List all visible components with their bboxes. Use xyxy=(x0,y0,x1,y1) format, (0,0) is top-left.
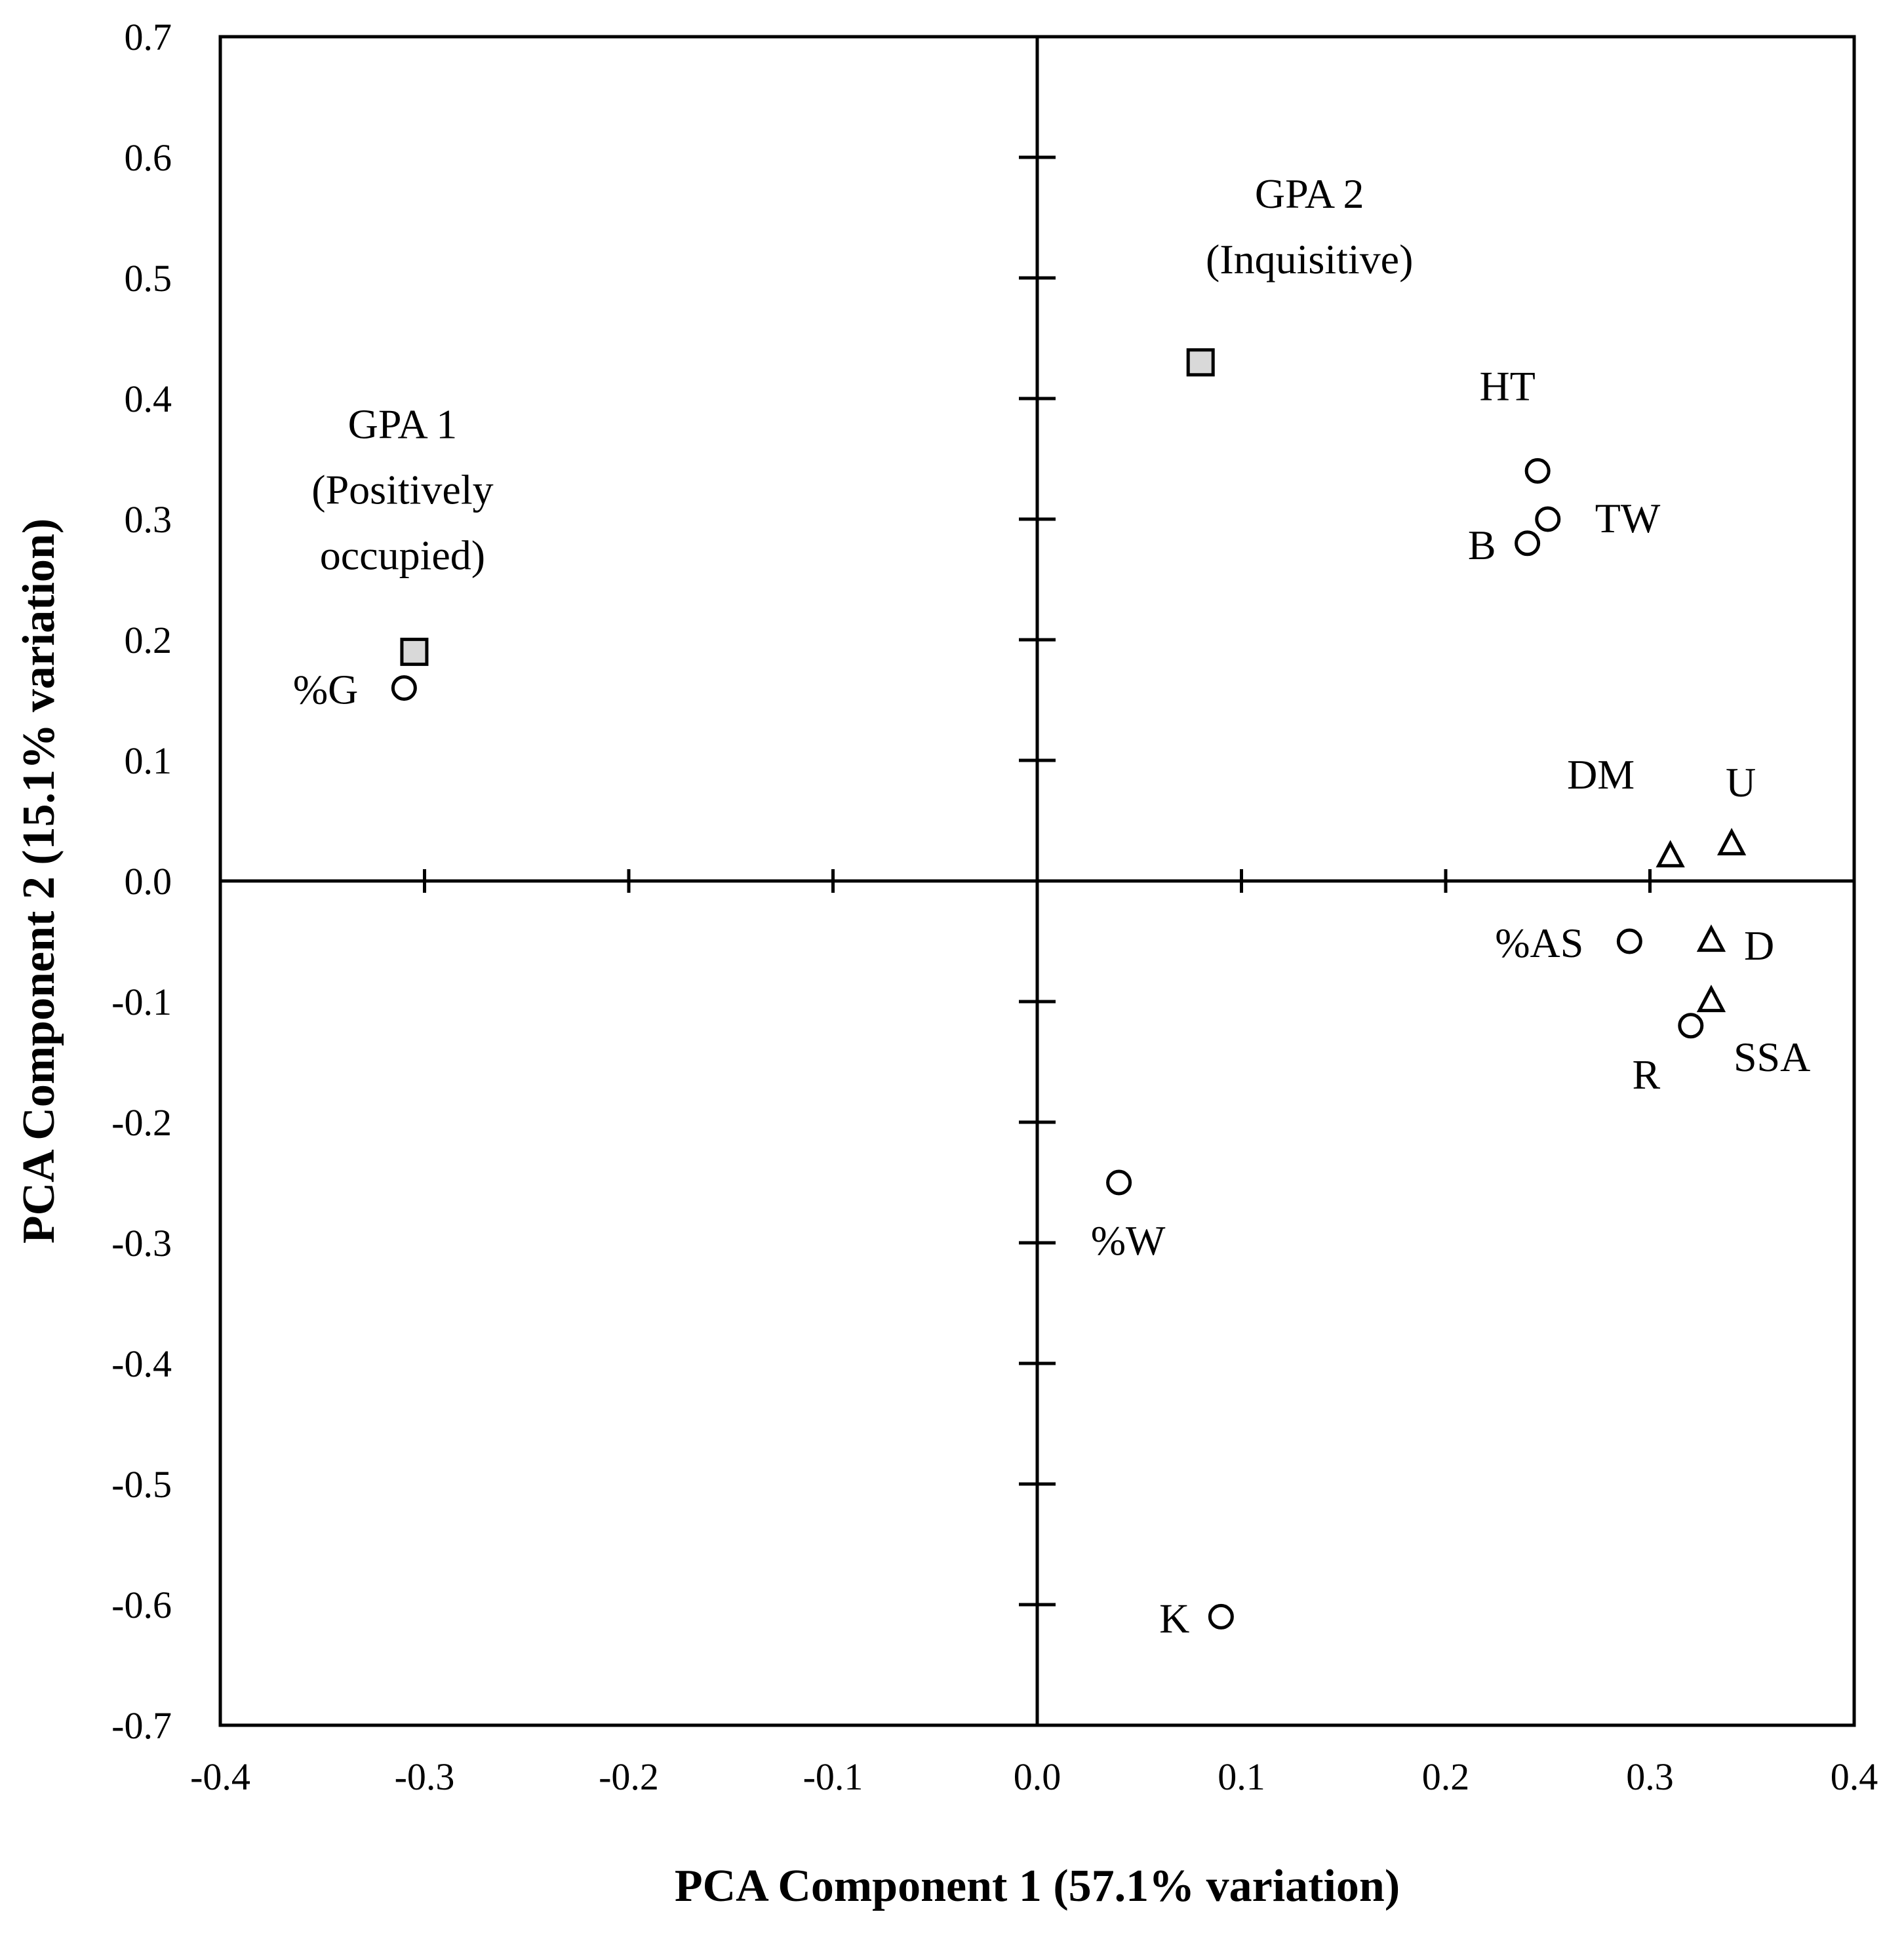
point-label-pct-as: %AS xyxy=(1495,920,1583,966)
point-label-ssa: SSA xyxy=(1734,1034,1810,1080)
point-gpa-1-square xyxy=(400,637,429,666)
y-tick-label: 0.2 xyxy=(125,619,172,661)
point-r-circle xyxy=(1678,1013,1704,1039)
point-pct-g-circle xyxy=(391,675,417,701)
point-pct-w-circle xyxy=(1106,1169,1132,1196)
y-tick-label: 0.0 xyxy=(125,860,172,903)
x-tick-label: -0.2 xyxy=(599,1755,659,1798)
y-tick-label: -0.6 xyxy=(111,1584,172,1626)
y-tick-label: 0.7 xyxy=(125,16,172,58)
x-tick-label: 0.4 xyxy=(1831,1755,1878,1798)
y-tick-label: -0.3 xyxy=(111,1222,172,1264)
y-tick-label: -0.5 xyxy=(111,1463,172,1506)
y-tick-label: -0.7 xyxy=(111,1704,172,1747)
point-gpa-2-square xyxy=(1186,348,1215,377)
point-pct-as-circle xyxy=(1616,928,1642,954)
y-tick-label: 0.6 xyxy=(125,136,172,179)
point-ssa-triangle xyxy=(1696,985,1726,1013)
x-tick-label: -0.3 xyxy=(395,1755,455,1798)
point-sublabel-gpa-1: (Positively xyxy=(311,466,493,513)
x-tick-label: 0.1 xyxy=(1218,1755,1265,1798)
point-label-tw: TW xyxy=(1595,495,1661,541)
y-tick-label: -0.2 xyxy=(111,1101,172,1144)
point-label-b: B xyxy=(1468,522,1496,568)
y-tick-label: 0.1 xyxy=(125,739,172,782)
point-ht-circle xyxy=(1524,458,1551,484)
point-tw-circle xyxy=(1535,506,1561,532)
point-sublabel-gpa-2: (Inquisitive) xyxy=(1206,236,1413,283)
x-tick-label: 0.2 xyxy=(1422,1755,1470,1798)
point-label-k: K xyxy=(1159,1595,1189,1641)
point-sublabel-gpa-1: occupied) xyxy=(320,532,485,578)
y-axis-title: PCA Component 2 (15.1% variation) xyxy=(14,518,64,1243)
y-tick-label: 0.4 xyxy=(125,378,172,420)
point-label-pct-g: %G xyxy=(293,667,359,713)
point-label-ht: HT xyxy=(1480,362,1536,409)
y-tick-label: 0.5 xyxy=(125,257,172,300)
point-label-pct-w: %W xyxy=(1091,1217,1166,1264)
point-dm-triangle xyxy=(1656,840,1685,868)
point-label-d: D xyxy=(1744,922,1774,969)
point-label-dm: DM xyxy=(1567,751,1635,798)
y-tick-label: 0.3 xyxy=(125,498,172,541)
y-tick-label: -0.1 xyxy=(111,981,172,1023)
point-label-u: U xyxy=(1726,759,1756,806)
point-d-triangle xyxy=(1696,924,1726,952)
point-label-r: R xyxy=(1632,1051,1660,1098)
point-label-gpa-2: GPA 2 xyxy=(1255,170,1364,217)
point-label-gpa-1: GPA 1 xyxy=(348,401,458,447)
x-tick-label: 0.3 xyxy=(1626,1755,1674,1798)
x-tick-label: -0.4 xyxy=(190,1755,250,1798)
x-axis-title: PCA Component 1 (57.1% variation) xyxy=(675,1861,1400,1911)
x-tick-label: 0.0 xyxy=(1014,1755,1061,1798)
point-k-circle xyxy=(1208,1603,1234,1630)
point-b-circle xyxy=(1515,530,1541,557)
y-tick-label: -0.4 xyxy=(111,1342,172,1385)
point-u-triangle xyxy=(1716,828,1747,855)
x-tick-label: -0.1 xyxy=(803,1755,863,1798)
